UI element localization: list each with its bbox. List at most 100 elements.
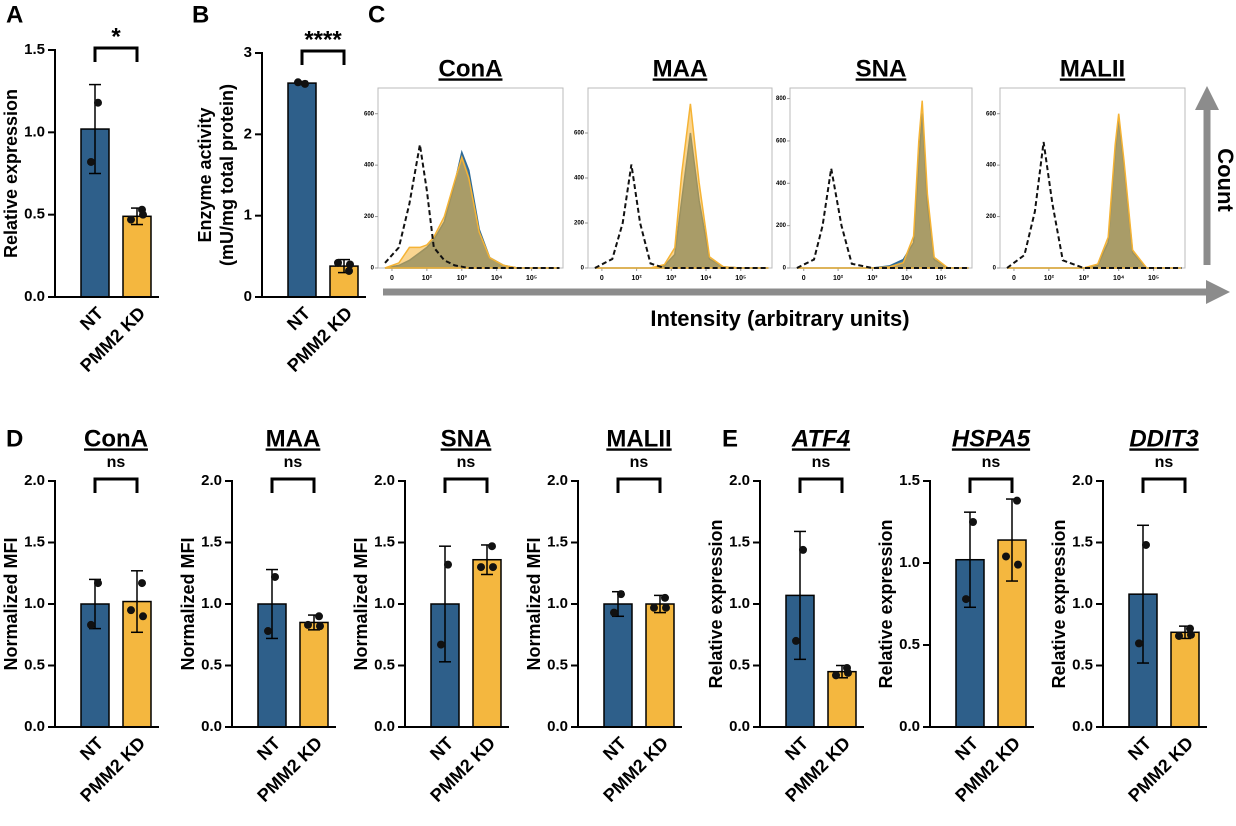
data-point xyxy=(844,668,852,677)
y-tick-label: 600 xyxy=(574,131,585,137)
data-point xyxy=(138,579,146,588)
data-point xyxy=(1175,631,1183,640)
data-point xyxy=(294,78,302,87)
data-point xyxy=(488,542,496,551)
y-tick-label: 400 xyxy=(776,181,787,187)
y-tick-label: 1.5 xyxy=(899,472,920,489)
panel-letter: E xyxy=(722,425,738,452)
y-tick-label: 0.0 xyxy=(24,288,45,305)
x-tick-label: NT xyxy=(1124,733,1155,764)
bar xyxy=(1170,631,1200,728)
data-point xyxy=(617,590,625,599)
x-tick-label: 10³ xyxy=(867,275,878,282)
chart-title: DDIT3 xyxy=(1129,425,1199,452)
y-tick-label: 600 xyxy=(776,139,787,145)
data-point xyxy=(139,210,147,219)
data-point xyxy=(1135,639,1143,648)
y-tick-label: 0.0 xyxy=(899,718,920,735)
data-point xyxy=(345,266,353,275)
x-tick-label: 10⁴ xyxy=(700,275,712,282)
x-tick-label: NT xyxy=(76,303,107,334)
y-axis-label: Relative expression xyxy=(1049,519,1069,688)
y-tick-label: 2.0 xyxy=(201,472,222,489)
significance-label: ns xyxy=(1155,454,1174,471)
x-tick-label: NT xyxy=(76,733,107,764)
data-point xyxy=(127,215,135,224)
data-point xyxy=(1186,624,1194,633)
data-point xyxy=(334,258,342,267)
y-tick-label: 2 xyxy=(244,125,252,142)
y-tick-label: 1.0 xyxy=(899,554,920,571)
bar xyxy=(472,558,502,728)
data-point xyxy=(1002,552,1010,561)
y-tick-label: 0.5 xyxy=(899,636,920,653)
x-tick-label: 0 xyxy=(1012,275,1016,282)
x-tick-label: 10² xyxy=(632,275,643,282)
data-point xyxy=(969,518,977,526)
y-tick-label: 0.5 xyxy=(201,656,222,673)
y-arrow-head xyxy=(1195,86,1219,110)
y-axis-label: Relative expression xyxy=(876,519,896,688)
data-point xyxy=(650,603,658,612)
x-tick-label: 10⁵ xyxy=(1148,275,1159,282)
data-point xyxy=(139,612,147,621)
significance-bracket xyxy=(270,477,316,493)
data-point xyxy=(489,563,497,572)
data-point xyxy=(444,560,452,569)
data-point xyxy=(315,612,323,621)
chart-title: HSPA5 xyxy=(952,425,1031,452)
data-point xyxy=(304,620,312,629)
y-axis-label: Normalized MFI xyxy=(351,537,371,670)
data-point xyxy=(662,603,670,612)
y-tick-label: 1.5 xyxy=(201,533,222,550)
x-tick-label: NT xyxy=(426,733,457,764)
chart-title: MALII xyxy=(606,425,671,452)
data-point xyxy=(271,572,279,581)
x-tick-label: 10³ xyxy=(457,275,468,282)
y-tick-label: 200 xyxy=(574,221,585,227)
y-tick-label: 400 xyxy=(364,163,375,169)
y-tick-label: 1.0 xyxy=(547,595,568,612)
y-tick-label: 0.5 xyxy=(1072,656,1093,673)
x-tick-label: 10² xyxy=(1044,275,1055,282)
data-point xyxy=(792,636,800,645)
chart-title: ConA xyxy=(84,425,148,452)
y-tick-label: 0.0 xyxy=(24,718,45,735)
y-tick-label: 0.5 xyxy=(24,206,45,223)
x-tick-label: 10⁵ xyxy=(936,275,947,282)
data-point xyxy=(94,98,102,107)
x-tick-label: 10² xyxy=(422,275,433,282)
y-tick-label: 1.0 xyxy=(1072,595,1093,612)
x-arrow-head xyxy=(1206,280,1230,304)
x-tick-label: NT xyxy=(283,303,314,334)
y-tick-label: 0 xyxy=(993,266,997,272)
density-line xyxy=(384,144,560,269)
y-tick-label: 0.5 xyxy=(24,656,45,673)
x-tick-label: 0 xyxy=(390,275,394,282)
significance-label: ns xyxy=(457,454,476,471)
x-tick-label: 10⁴ xyxy=(491,275,503,282)
density-area xyxy=(796,113,969,269)
y-axis-label: Normalized MFI xyxy=(178,537,198,670)
chart-title: MALII xyxy=(1060,55,1125,82)
y-axis-label: Count xyxy=(1213,148,1236,212)
y-tick-label: 2.0 xyxy=(374,472,395,489)
chart-title: SNA xyxy=(441,425,492,452)
panel-letter: D xyxy=(6,425,23,452)
y-tick-label: 0.5 xyxy=(547,656,568,673)
density-area xyxy=(1007,118,1182,269)
x-tick-label: 0 xyxy=(802,275,806,282)
data-point xyxy=(87,620,95,629)
bar xyxy=(299,621,329,728)
y-tick-label: 1 xyxy=(244,207,252,224)
significance-label: ns xyxy=(107,454,126,471)
y-tick-label: 0.0 xyxy=(547,718,568,735)
y-tick-label: 1.5 xyxy=(547,533,568,550)
y-axis-label: Normalized MFI xyxy=(524,537,544,670)
y-tick-label: 600 xyxy=(364,111,375,117)
panel-letter: A xyxy=(6,1,23,28)
chart-title: MAA xyxy=(653,55,708,82)
plot-frame xyxy=(789,87,973,269)
data-point xyxy=(1142,540,1150,549)
